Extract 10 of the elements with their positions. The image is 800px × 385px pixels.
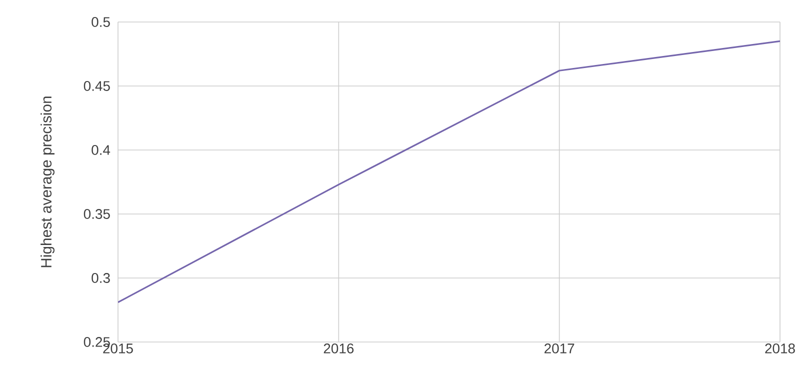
y-tick-label: 0.45	[84, 81, 110, 91]
x-tick-label: 2018	[765, 344, 795, 354]
line-series	[118, 40, 780, 304]
y-axis-title: Highest average precision	[40, 96, 54, 268]
y-tick-label: 0.3	[92, 273, 110, 283]
y-tick-label: 0.4	[92, 145, 110, 155]
x-tick-label: 2017	[544, 344, 574, 354]
y-tick-label: 0.5	[92, 17, 110, 27]
y-tick-label: 0.35	[84, 209, 110, 219]
x-tick-label: 2016	[324, 344, 354, 354]
